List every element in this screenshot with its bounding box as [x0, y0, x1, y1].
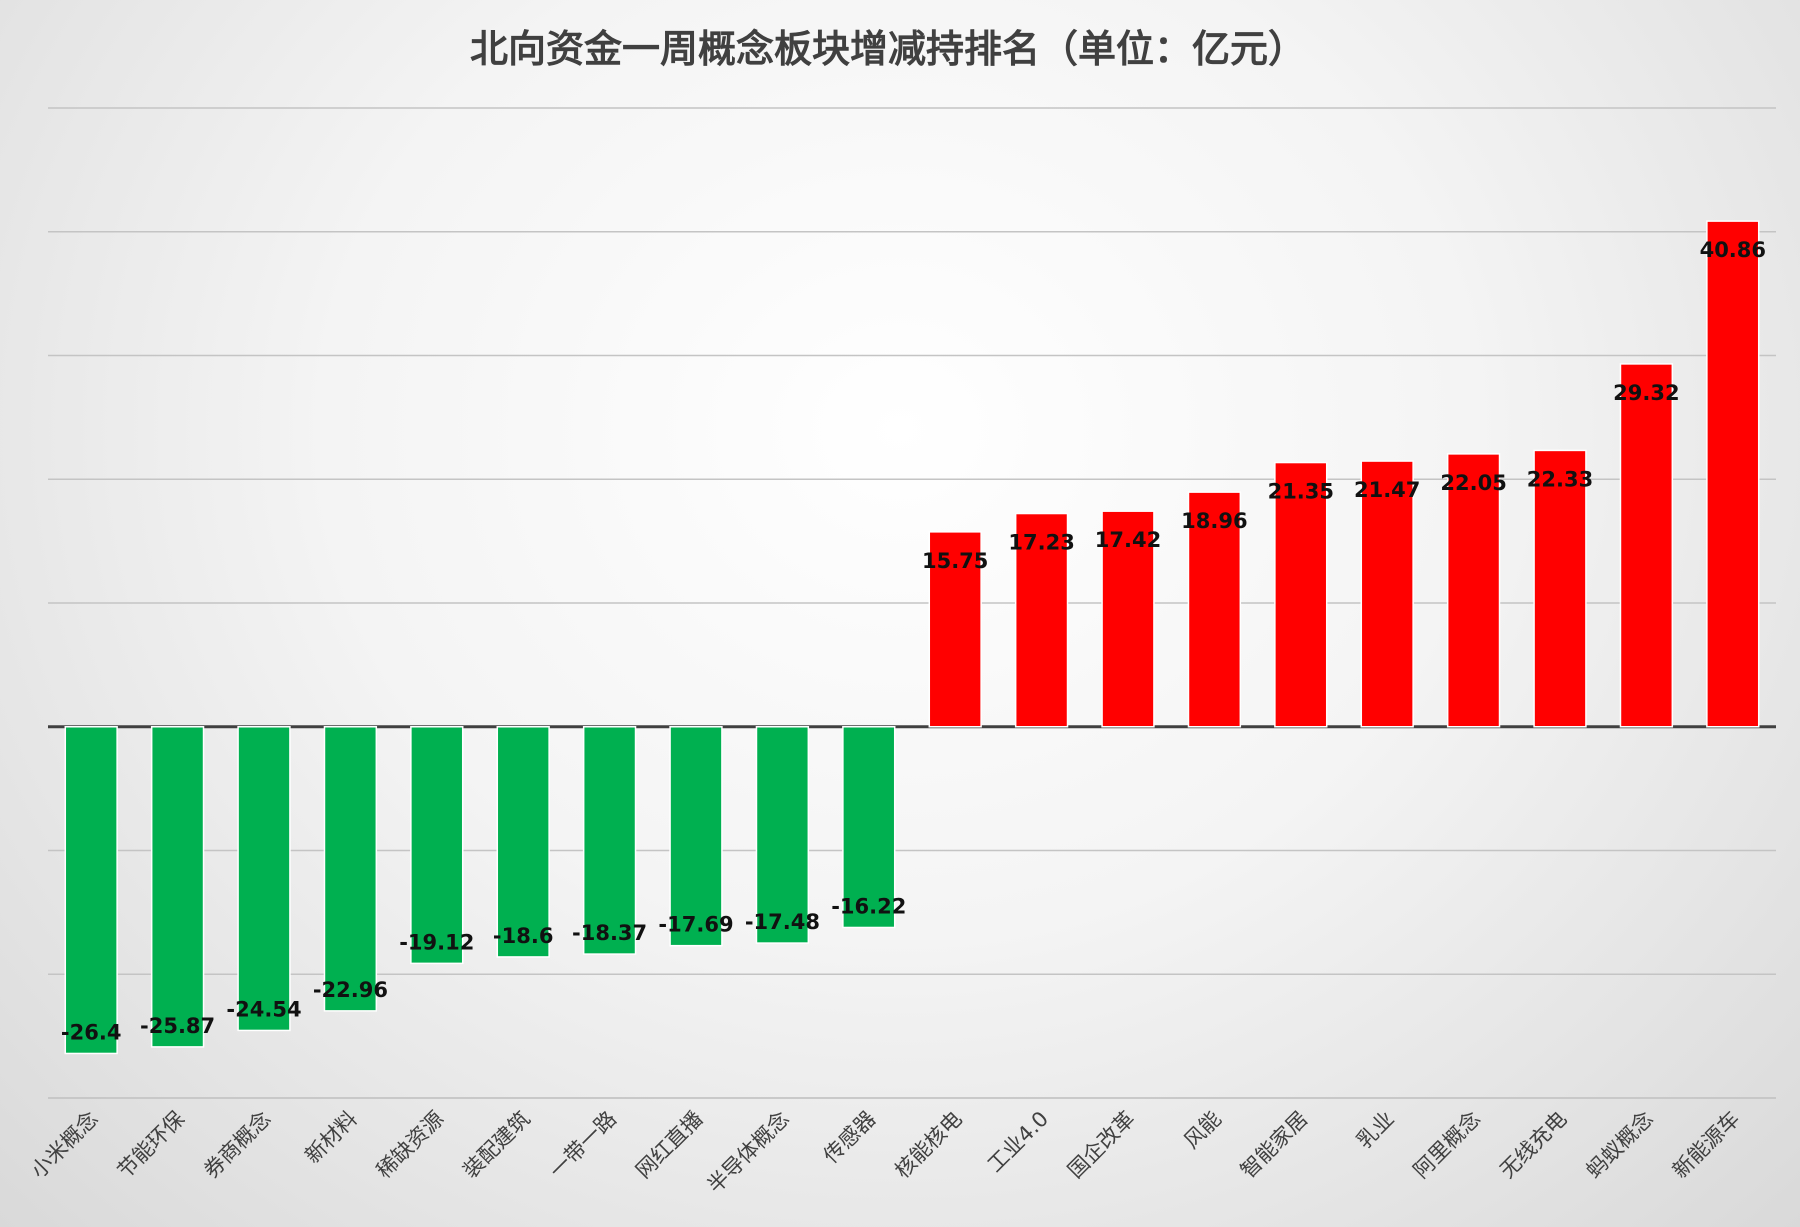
bar — [1533, 449, 1587, 728]
x-tick-label: 阿里概念 — [1409, 1107, 1485, 1183]
data-label: -22.96 — [313, 978, 388, 1002]
data-label: -19.12 — [399, 930, 474, 954]
bar — [1619, 363, 1674, 728]
bar — [1706, 220, 1760, 728]
bar — [1014, 512, 1069, 728]
data-label: -26.4 — [61, 1020, 122, 1044]
x-tick-label: 风能 — [1179, 1107, 1226, 1154]
x-tick-label: 核能核电 — [890, 1107, 966, 1183]
x-tick-label: 小米概念 — [26, 1107, 102, 1183]
x-tick-label: 无线充电 — [1495, 1107, 1571, 1183]
bar — [323, 726, 378, 1012]
data-label: 21.47 — [1354, 478, 1420, 502]
bar — [669, 726, 723, 947]
x-tick-label: 装配建筑 — [458, 1107, 534, 1183]
data-label: 22.33 — [1527, 467, 1593, 491]
bar — [64, 726, 118, 1055]
x-tick-label: 稀缺资源 — [372, 1107, 448, 1183]
x-tick-label: 蚂蚁概念 — [1582, 1107, 1658, 1183]
data-label: -17.48 — [745, 910, 820, 934]
x-tick-label: 半导体概念 — [703, 1107, 794, 1198]
x-tick-label: 节能环保 — [113, 1107, 189, 1183]
chart-title: 北向资金一周概念板块增减持排名（单位：亿元） — [470, 27, 1306, 71]
bar — [496, 726, 550, 958]
data-label: -18.6 — [493, 924, 554, 948]
bar — [582, 726, 637, 955]
bar — [1187, 491, 1242, 728]
data-label: -16.22 — [831, 894, 906, 918]
x-tick-label: 券商概念 — [199, 1107, 275, 1183]
data-label: 15.75 — [922, 549, 988, 573]
data-label: -18.37 — [572, 921, 647, 945]
bar — [1101, 510, 1155, 728]
x-tick-label: 网红直播 — [631, 1107, 707, 1183]
data-label: 17.23 — [1008, 531, 1074, 555]
bar — [928, 531, 982, 728]
data-label: 17.42 — [1095, 528, 1161, 552]
bar — [1446, 453, 1501, 728]
gridlines — [48, 107, 1776, 1099]
data-label: 21.35 — [1268, 480, 1334, 504]
data-label: 40.86 — [1700, 238, 1766, 262]
data-label: -25.87 — [140, 1014, 215, 1038]
bar — [1274, 461, 1328, 728]
category-tick-labels: 小米概念 节能环保 券商概念 新材料 稀缺资源 装配建筑 一带一路 网红直播半导体概念 传感器核… — [26, 1107, 1744, 1198]
bar — [237, 726, 291, 1032]
data-label: 22.05 — [1440, 471, 1506, 495]
data-label: 18.96 — [1181, 509, 1247, 533]
data-label: 29.32 — [1613, 381, 1679, 405]
data-labels: -26.4 -25.87 -24.54 -22.96 -19.12 -18.6 -18.37… — [61, 238, 1766, 1044]
bar — [755, 726, 810, 944]
x-tick-label: 工业4.0 — [983, 1107, 1053, 1177]
x-tick-label: 新能源车 — [1668, 1107, 1744, 1183]
x-tick-label: 乳业 — [1352, 1107, 1399, 1154]
data-label: -24.54 — [226, 997, 301, 1021]
x-tick-label: 一带一路 — [545, 1107, 621, 1183]
bars — [64, 220, 1760, 1055]
x-tick-label: 新材料 — [300, 1107, 362, 1169]
x-tick-label: 传感器 — [819, 1107, 881, 1169]
data-label: -17.69 — [658, 913, 733, 937]
x-tick-label: 国企改革 — [1063, 1107, 1139, 1183]
bar — [150, 726, 205, 1048]
bar — [1360, 460, 1414, 728]
x-tick-label: 智能家居 — [1236, 1107, 1312, 1183]
bar — [842, 726, 896, 929]
bar — [410, 726, 464, 965]
